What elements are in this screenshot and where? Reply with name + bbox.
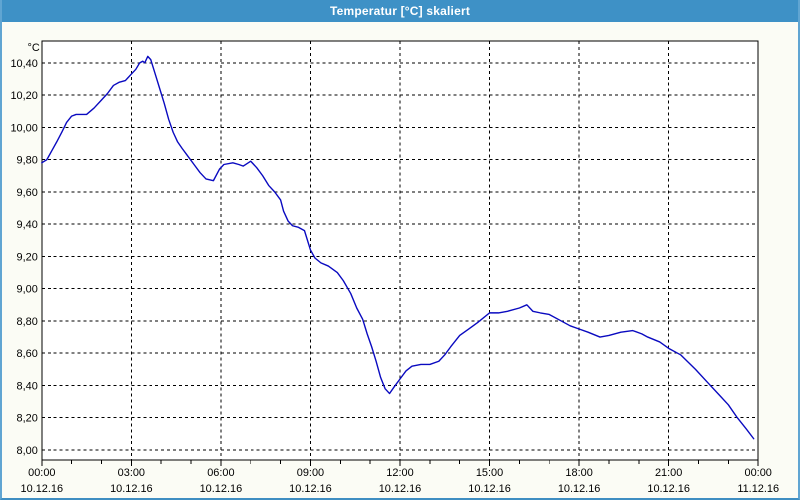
x-tick-date-label: 10.12.16 bbox=[379, 483, 422, 495]
x-tick-time-label: 09:00 bbox=[297, 467, 324, 479]
x-tick-date-label: 10.12.16 bbox=[647, 483, 690, 495]
y-tick-label: 8,80 bbox=[17, 316, 38, 328]
y-tick-label: 8,40 bbox=[17, 380, 38, 392]
x-tick-time-label: 18:00 bbox=[565, 467, 592, 479]
x-tick-time-label: 12:00 bbox=[386, 467, 413, 479]
y-tick-label: 8,20 bbox=[17, 413, 38, 425]
y-tick-label: 9,80 bbox=[17, 155, 38, 167]
window-titlebar: Temperatur [°C] skaliert bbox=[2, 0, 798, 22]
x-tick-time-label: 15:00 bbox=[476, 467, 503, 479]
x-tick-date-label: 10.12.16 bbox=[200, 483, 243, 495]
x-tick-time-label: 03:00 bbox=[118, 467, 145, 479]
y-tick-label: 9,60 bbox=[17, 187, 38, 199]
y-tick-label: 10,20 bbox=[10, 90, 37, 102]
temperature-chart: 10,40 10,20 10,00 9,80 9,60 9,40 9,20 9,00 8,80 8… bbox=[10, 40, 779, 495]
y-tick-label: 9,40 bbox=[17, 219, 38, 231]
x-tick-date-label: 10.12.16 bbox=[558, 483, 601, 495]
x-tick-date-label: 10.12.16 bbox=[468, 483, 511, 495]
chart-area: 10,40 10,20 10,00 9,80 9,60 9,40 9,20 9,00 8,80 8… bbox=[2, 22, 798, 498]
x-tick-date-label: 11.12.16 bbox=[737, 483, 779, 495]
y-tick-label: 10,40 bbox=[10, 58, 37, 70]
y-tick-label: 9,00 bbox=[17, 284, 38, 296]
x-tick-date-label: 10.12.16 bbox=[289, 483, 332, 495]
y-tick-label: 8,00 bbox=[17, 445, 38, 457]
x-tick-time-label: 06:00 bbox=[207, 467, 234, 479]
x-tick-time-label: 00:00 bbox=[28, 467, 55, 479]
temperature-line bbox=[41, 55, 755, 440]
x-tick-time-label: 21:00 bbox=[655, 467, 682, 479]
x-tick-date-label: 10.12.16 bbox=[21, 483, 64, 495]
y-axis-unit-label: °C bbox=[28, 42, 40, 54]
x-tick-date-label: 10.12.16 bbox=[110, 483, 153, 495]
y-tick-label: 10,00 bbox=[10, 122, 37, 134]
x-tick-time-label: 00:00 bbox=[745, 467, 772, 479]
y-tick-label: 9,20 bbox=[17, 251, 38, 263]
y-tick-label: 8,60 bbox=[17, 348, 38, 360]
window-title: Temperatur [°C] skaliert bbox=[329, 4, 471, 18]
